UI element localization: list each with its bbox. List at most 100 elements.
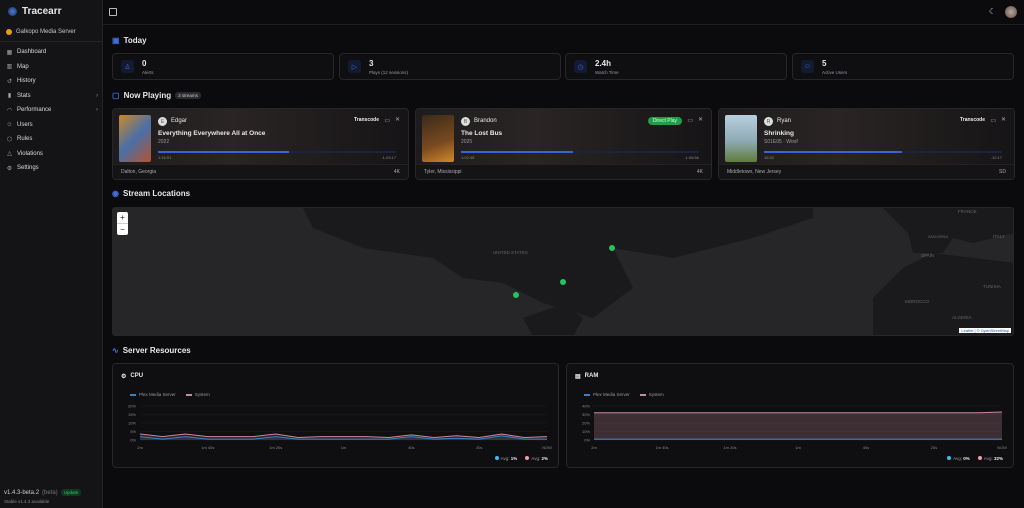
media-subtitle: 2022 xyxy=(158,139,170,145)
legend-item[interactable]: Plex Media Server xyxy=(130,392,176,397)
sidebar-item-map[interactable]: ▥ Map xyxy=(6,60,98,75)
sidebar-item-history[interactable]: ↺ History xyxy=(6,74,98,89)
today-title: Today xyxy=(123,36,147,45)
remaining-time: -1:08:56 xyxy=(684,155,699,160)
session-location: Dalton, Georgia xyxy=(121,169,157,175)
server-selector[interactable]: Galkopo Media Server xyxy=(6,29,76,35)
legend-item[interactable]: System xyxy=(639,392,664,397)
sidebar-item-label: Stats xyxy=(17,92,31,99)
device-icon: ▭ xyxy=(384,118,390,124)
legend-item[interactable]: Plex Media Server xyxy=(584,392,630,397)
sidebar-item-stats[interactable]: ▮ Stats › xyxy=(6,89,98,104)
sidebar-item-users[interactable]: ☺ Users xyxy=(6,118,98,133)
session-user[interactable]: Ryan xyxy=(777,118,792,124)
users-icon: ☺ xyxy=(801,60,814,73)
sidebar-toggle-icon[interactable] xyxy=(109,8,117,16)
clock-icon: ◷ xyxy=(574,60,587,73)
stat-card-plays: ▷ 3 Plays (12 sessions) xyxy=(339,53,561,80)
sidebar-item-label: History xyxy=(17,78,36,85)
zoom-out-button[interactable]: − xyxy=(120,225,125,234)
sidebar-item-dashboard[interactable]: ▦ Dashboard xyxy=(6,45,98,60)
session-card[interactable]: R Ryan Transcode ▭ ✕ Shrinking S01E05 · … xyxy=(718,108,1015,180)
session-user[interactable]: Brandon xyxy=(474,118,497,124)
calendar-icon: ▣ xyxy=(112,36,120,45)
stream-locations-title: Stream Locations xyxy=(122,189,191,198)
zoom-in-button[interactable]: + xyxy=(117,212,128,224)
chevron-right-icon: › xyxy=(96,92,98,99)
location-marker[interactable] xyxy=(513,292,519,298)
user-avatar: B xyxy=(461,117,470,126)
playback-mode-badge: Transcode xyxy=(959,117,985,123)
now-playing-heading: ▢ Now Playing 3 streams xyxy=(112,91,201,100)
user-avatar[interactable] xyxy=(1005,6,1017,18)
chart-legend: Plex Media Server System xyxy=(584,392,664,397)
progress-fill xyxy=(158,151,289,153)
elapsed-time: 1:16:01 xyxy=(158,155,172,160)
sidebar-item-label: Map xyxy=(17,63,29,70)
stat-label: Active Users xyxy=(822,69,848,75)
map-land: UNITED STATES FRANCE SPAIN ANDORRA MOROC… xyxy=(303,208,1013,335)
update-badge[interactable]: Update xyxy=(60,489,82,496)
server-name: Galkopo Media Server xyxy=(16,29,76,35)
session-card[interactable]: B Brandon Direct Play ▭ ✕ The Lost Bus 2… xyxy=(415,108,712,180)
terminate-stream-icon[interactable]: ✕ xyxy=(394,117,400,123)
poster-image xyxy=(119,115,151,162)
map-attribution[interactable]: Leaflet | © OpenStreetMap xyxy=(959,328,1011,333)
session-location: Tyler, Mississippi xyxy=(424,169,462,175)
poster-image xyxy=(422,115,454,162)
stream-locations-heading: ◉ Stream Locations xyxy=(112,189,190,198)
legend-label: System xyxy=(648,392,664,397)
stat-value: 0 xyxy=(142,58,147,68)
sidebar-item-violations[interactable]: △ Violations xyxy=(6,147,98,162)
now-playing-title: Now Playing xyxy=(123,91,172,100)
sidebar-item-label: Violations xyxy=(17,150,43,157)
y-tick-label: 0% xyxy=(584,438,590,443)
chart-title: ▤ RAM xyxy=(575,373,598,380)
x-tick-label: 2m xyxy=(591,445,597,450)
server-resources-heading: ∿ Server Resources xyxy=(112,346,191,355)
theme-toggle-icon[interactable]: ☾ xyxy=(988,7,996,16)
elapsed-time: 1:02:48 xyxy=(461,155,475,160)
divider xyxy=(0,41,103,42)
session-quality: SD xyxy=(999,169,1006,175)
y-tick-label: 20% xyxy=(128,404,136,409)
stat-card-watch: ◷ 2.4h Watch Time xyxy=(565,53,787,80)
terminate-stream-icon[interactable]: ✕ xyxy=(697,117,703,123)
map-label: ALGERIA xyxy=(952,315,972,320)
version-info: v1.4.3-beta.2 (beta) Update xyxy=(4,489,82,496)
map-label: SPAIN xyxy=(921,253,934,258)
x-tick-label: 40s xyxy=(863,445,869,450)
series-line-plex xyxy=(139,435,547,440)
app-logo[interactable]: Tracearr xyxy=(8,6,61,17)
chart-title-text: CPU xyxy=(130,373,144,379)
sidebar-item-performance[interactable]: ◠ Performance › xyxy=(6,103,98,118)
location-marker[interactable] xyxy=(609,245,615,251)
stream-map[interactable]: UNITED STATES FRANCE SPAIN ANDORRA MOROC… xyxy=(112,207,1014,336)
stat-label: Alerts xyxy=(142,69,154,75)
system-average: Avg: 2% xyxy=(525,456,548,461)
media-subtitle: S01E05 · Woof xyxy=(764,139,798,145)
sidebar-item-settings[interactable]: ⚙ Settings xyxy=(6,161,98,176)
y-tick-label: 10% xyxy=(582,429,590,434)
stat-card-alerts: ♙ 0 Alerts xyxy=(112,53,334,80)
plex-average: Avg: 1% xyxy=(494,456,517,461)
device-icon: ▭ xyxy=(687,118,693,124)
location-marker[interactable] xyxy=(560,279,566,285)
globe-icon: ◉ xyxy=(112,189,119,198)
session-card[interactable]: E Edgar Transcode ▭ ✕ Everything Everywh… xyxy=(112,108,409,180)
legend-item[interactable]: System xyxy=(185,392,210,397)
sidebar-item-label: Settings xyxy=(17,165,39,172)
terminate-stream-icon[interactable]: ✕ xyxy=(1000,117,1006,123)
users-icon: ☺ xyxy=(6,121,13,128)
header: ☾ xyxy=(103,0,1024,25)
session-footer: Dalton, Georgia 4K xyxy=(113,164,408,179)
y-tick-label: 40% xyxy=(582,404,590,409)
chart-averages: Avg: 0% Avg: 32% xyxy=(947,456,1003,461)
x-tick-label: 1m xyxy=(795,445,801,450)
media-subtitle: 2025 xyxy=(461,139,473,145)
playback-mode-badge: Transcode xyxy=(353,117,379,123)
sidebar-nav: ▦ Dashboard ▥ Map ↺ History ▮ Stats › ◠ Performanc… xyxy=(6,45,98,176)
session-user[interactable]: Edgar xyxy=(171,118,188,124)
today-heading: ▣ Today xyxy=(112,36,147,45)
sidebar-item-rules[interactable]: ⬡ Rules xyxy=(6,132,98,147)
